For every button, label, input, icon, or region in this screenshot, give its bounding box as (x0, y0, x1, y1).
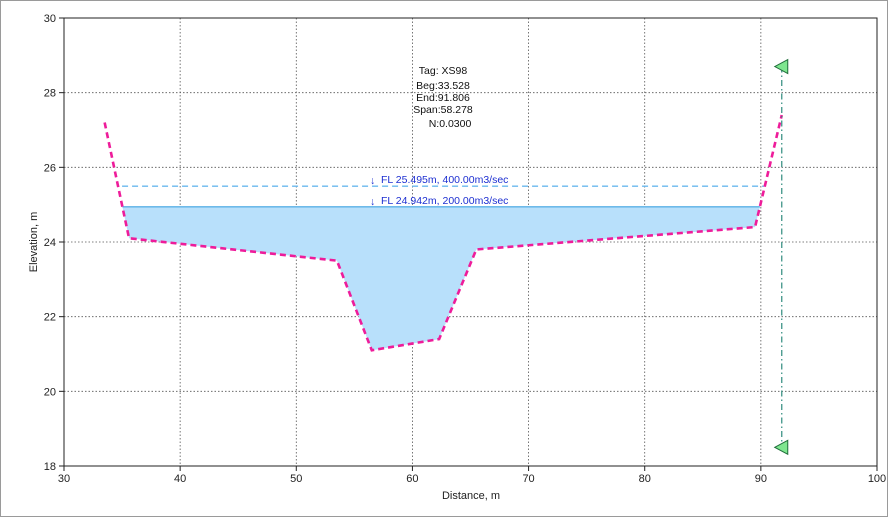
x-axis-label: Distance, m (442, 490, 500, 502)
y-tick-label: 24 (44, 237, 56, 249)
x-tick-label: 90 (755, 473, 767, 485)
y-tick-label: 22 (44, 312, 56, 324)
axes: 30 40 50 60 70 80 90 100 18 20 22 24 26 28 30 (44, 13, 886, 485)
bank-marker-bottom-icon (773, 439, 789, 456)
info-beg: Beg:33.528 (416, 80, 470, 92)
bank-marker (773, 58, 789, 456)
info-tag: Tag: XS98 (419, 65, 468, 77)
info-n: N:0.0300 (429, 118, 472, 130)
x-tick-label: 50 (290, 473, 302, 485)
plot-border (63, 17, 878, 467)
profile-line (103, 114, 784, 352)
fl-arrow-icon-400: ↓ (370, 175, 375, 187)
y-tick-label: 30 (44, 13, 56, 25)
y-axis-label: Elevation, m (28, 212, 40, 273)
water-fill (122, 185, 765, 351)
y-tick-label: 28 (44, 88, 56, 100)
fl-label-200: FL 24.942m, 200.00m3/sec (381, 195, 508, 207)
x-tick-label: 30 (58, 473, 70, 485)
fl-arrow-icon-200: ↓ (370, 196, 375, 208)
water-level-labels: FL 25.495m, 400.00m3/sec FL 24.942m, 200… (370, 174, 508, 208)
y-tick-label: 18 (44, 461, 56, 473)
x-tick-label: 40 (174, 473, 186, 485)
x-tick-label: 70 (522, 473, 534, 485)
bank-marker-top-icon (773, 58, 789, 75)
fl-label-400: FL 25.495m, 400.00m3/sec (381, 174, 508, 186)
x-tick-label: 100 (868, 473, 886, 485)
info-end: End:91.806 (416, 92, 470, 104)
labels: Distance, m Elevation, m (28, 212, 500, 502)
y-tick-label: 20 (44, 386, 56, 398)
info-box: Tag: XS98 Beg:33.528 End:91.806 Span:58.… (413, 65, 473, 130)
x-tick-label: 60 (406, 473, 418, 485)
profile-layer (103, 114, 784, 352)
x-tick-label: 80 (639, 473, 651, 485)
y-tick-label: 26 (44, 162, 56, 174)
info-span: Span:58.278 (413, 104, 473, 116)
water-area (122, 206, 760, 351)
